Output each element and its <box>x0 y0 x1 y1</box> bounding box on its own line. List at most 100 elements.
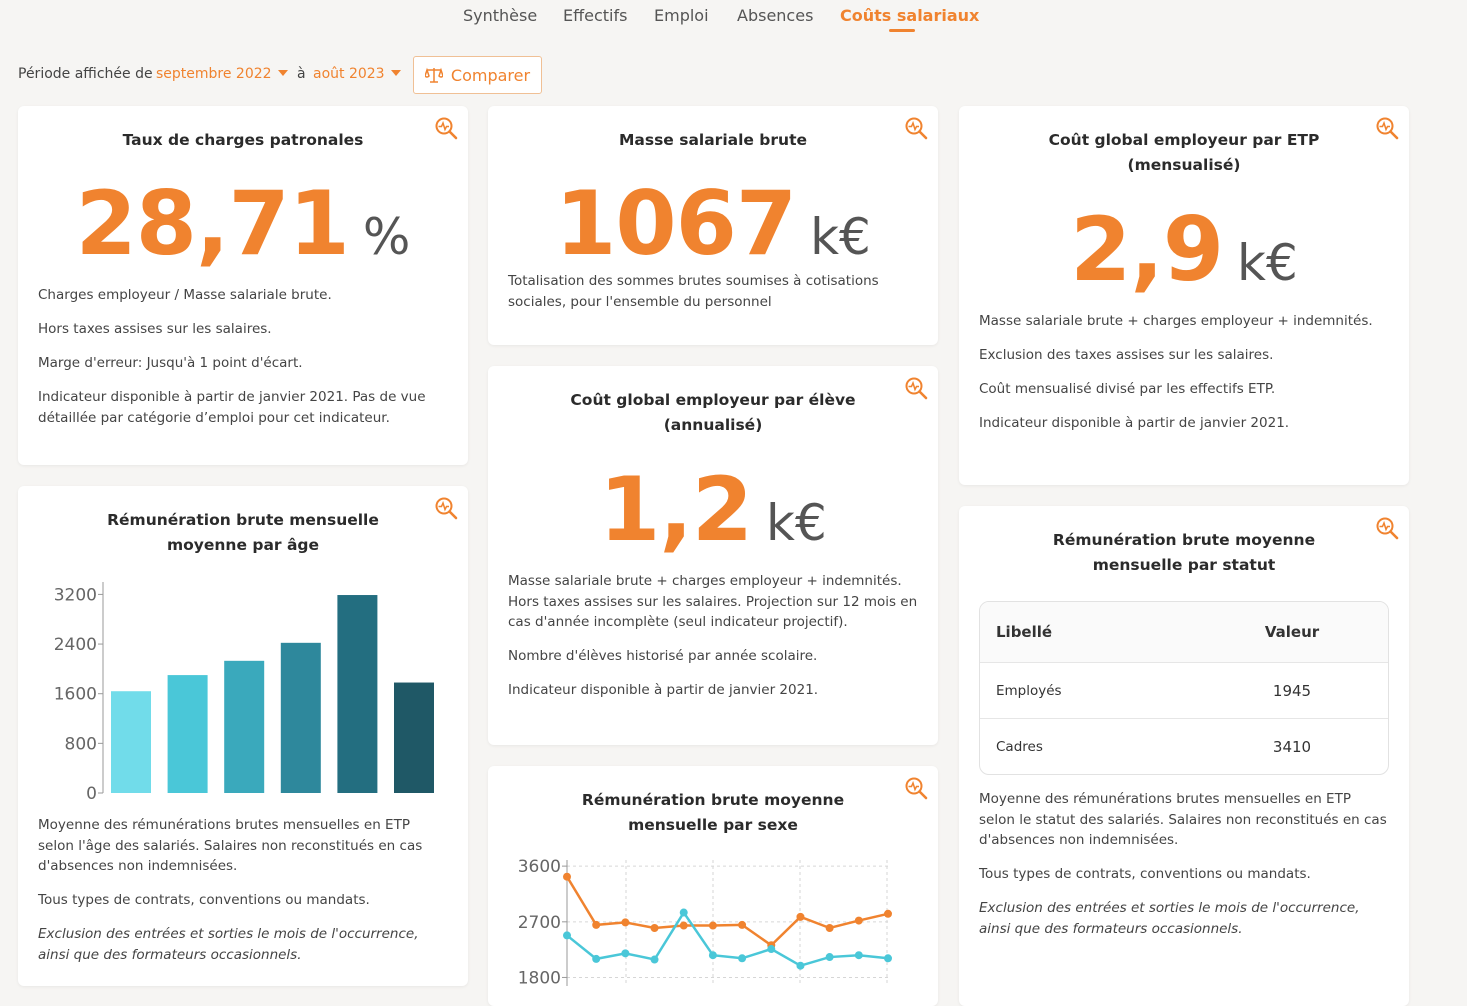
zoom-chart-icon[interactable] <box>434 496 458 520</box>
y-tick-label: 3600 <box>518 857 561 877</box>
zoom-chart-icon[interactable] <box>434 116 458 140</box>
age-bar-chart: 0 800 1600 2400 3200 <box>54 582 434 804</box>
data-point[interactable] <box>592 954 601 963</box>
column-header-valeur[interactable]: Valeur <box>1264 623 1320 641</box>
bar[interactable] <box>224 660 265 793</box>
bar[interactable] <box>337 595 378 793</box>
data-point[interactable] <box>679 908 688 917</box>
data-point[interactable] <box>679 921 688 930</box>
card-title: Coût global employeur par ETP (mensualisé… <box>959 128 1409 178</box>
data-point[interactable] <box>825 924 834 932</box>
period-from-dropdown[interactable]: septembre 2022 <box>156 66 288 82</box>
y-tick-label: 2700 <box>518 913 561 933</box>
bar[interactable] <box>167 675 208 793</box>
chevron-down-icon <box>277 70 288 76</box>
data-point[interactable] <box>621 949 630 958</box>
desc-line-italic: Exclusion des entrées et sorties le mois… <box>979 900 1360 937</box>
data-point[interactable] <box>884 954 892 963</box>
kpi-unit: k€ <box>810 208 871 266</box>
data-point[interactable] <box>708 951 717 960</box>
data-point[interactable] <box>621 918 630 927</box>
data-point[interactable] <box>796 961 805 970</box>
desc-line: Tous types de contrats, conventions ou m… <box>38 892 370 908</box>
card-title: Taux de charges patronales <box>122 131 364 149</box>
kpi-number: 1067 <box>555 172 797 275</box>
table-row: Cadres 3410 <box>980 718 1388 774</box>
series-line <box>565 876 889 947</box>
card-remuneration-sexe: Rémunération brute moyenne mensuelle par … <box>488 766 938 1006</box>
card-masse-salariale: Masse salariale brute 1067 k€ Totalisatio… <box>488 106 938 345</box>
title-line: (mensualisé) <box>1127 156 1241 174</box>
y-tick-label: 3200 <box>54 585 97 605</box>
data-point[interactable] <box>563 872 571 881</box>
tab-emploi[interactable]: Emploi <box>654 6 709 25</box>
title-line: Coût global employeur par ETP <box>1048 131 1320 149</box>
sexe-line-chart: 1800 2700 3600 <box>518 857 892 986</box>
zoom-chart-icon[interactable] <box>904 776 928 800</box>
y-tick-label: 800 <box>65 734 97 754</box>
statut-table: Libellé Valeur Employés 1945 Cadres 3410 <box>979 601 1389 775</box>
desc-line: Totalisation des sommes brutes soumises … <box>508 273 879 310</box>
tab-absences[interactable]: Absences <box>737 6 814 25</box>
period-label: Période affichée de <box>18 66 153 82</box>
kpi-number: 2,9 <box>1070 198 1224 301</box>
row-value: 3410 <box>1272 738 1312 756</box>
data-point[interactable] <box>854 916 863 925</box>
desc-line: Masse salariale brute + charges employeu… <box>979 313 1373 329</box>
data-point[interactable] <box>825 953 834 962</box>
desc-line: Nombre d'élèves historisé par année scol… <box>508 648 818 664</box>
column-header-libelle[interactable]: Libellé <box>996 623 1053 641</box>
data-point[interactable] <box>738 920 747 929</box>
bar[interactable] <box>280 642 321 793</box>
title-line: Rémunération brute moyenne <box>581 791 845 809</box>
y-tick-label: 1800 <box>518 968 561 986</box>
title-line: Coût global employeur par élève <box>570 391 856 409</box>
data-point[interactable] <box>563 931 571 940</box>
tab-effectifs[interactable]: Effectifs <box>563 6 628 25</box>
compare-label: Comparer <box>450 65 531 85</box>
desc-line: Charges employeur / Masse salariale brut… <box>38 287 332 303</box>
data-point[interactable] <box>767 945 776 954</box>
data-point[interactable] <box>796 912 805 921</box>
card-taux-charges: Taux de charges patronales 28,71% Charge… <box>18 106 468 465</box>
title-line: mensuelle par statut <box>1092 556 1276 574</box>
period-to-dropdown[interactable]: août 2023 <box>313 66 401 82</box>
compare-button[interactable]: Comparer <box>413 56 542 94</box>
period-separator: à <box>297 66 306 82</box>
desc-line: Indicateur disponible à partir de janvie… <box>979 415 1290 431</box>
zoom-chart-icon[interactable] <box>904 376 928 400</box>
zoom-chart-icon[interactable] <box>1375 516 1399 540</box>
data-point[interactable] <box>884 909 892 918</box>
zoom-chart-icon[interactable] <box>904 116 928 140</box>
kpi-unit: % <box>362 208 411 266</box>
data-point[interactable] <box>592 920 601 929</box>
data-point[interactable] <box>854 951 863 960</box>
data-point[interactable] <box>650 955 659 964</box>
data-point[interactable] <box>708 921 717 930</box>
bar[interactable] <box>394 682 434 793</box>
desc-line: Tous types de contrats, conventions ou m… <box>979 866 1311 882</box>
zoom-chart-icon[interactable] <box>1375 116 1399 140</box>
card-title: Coût global employeur par élève (annualis… <box>488 388 938 438</box>
period-from-value: septembre 2022 <box>156 66 272 82</box>
active-tab-indicator <box>889 29 915 32</box>
bar[interactable] <box>111 691 151 793</box>
kpi-value: 1067 k€ <box>488 172 938 275</box>
desc-line: Indicateur disponible à partir de janvie… <box>38 389 426 426</box>
balance-scale-icon <box>424 67 443 83</box>
card-cout-etp: Coût global employeur par ETP (mensualisé… <box>959 106 1409 485</box>
tab-couts-salariaux[interactable]: Coûts salariaux <box>840 6 980 25</box>
y-tick-label: 1600 <box>54 685 97 705</box>
desc-line: Moyenne des rémunérations brutes mensuel… <box>979 791 1387 848</box>
data-point[interactable] <box>650 924 659 932</box>
period-to-value: août 2023 <box>313 66 385 82</box>
card-cout-eleve: Coût global employeur par élève (annualis… <box>488 366 938 745</box>
card-description: Masse salariale brute + charges employeu… <box>979 311 1389 447</box>
card-remuneration-statut: Rémunération brute moyenne mensuelle par … <box>959 506 1409 1006</box>
data-point[interactable] <box>738 954 747 963</box>
desc-line: Hors taxes assises sur les salaires. <box>38 321 272 337</box>
desc-line: Marge d'erreur: Jusqu'à 1 point d'écart. <box>38 355 303 371</box>
tab-synthese[interactable]: Synthèse <box>463 6 538 25</box>
card-description: Totalisation des sommes brutes soumises … <box>508 271 918 326</box>
kpi-value: 2,9 k€ <box>959 198 1409 301</box>
